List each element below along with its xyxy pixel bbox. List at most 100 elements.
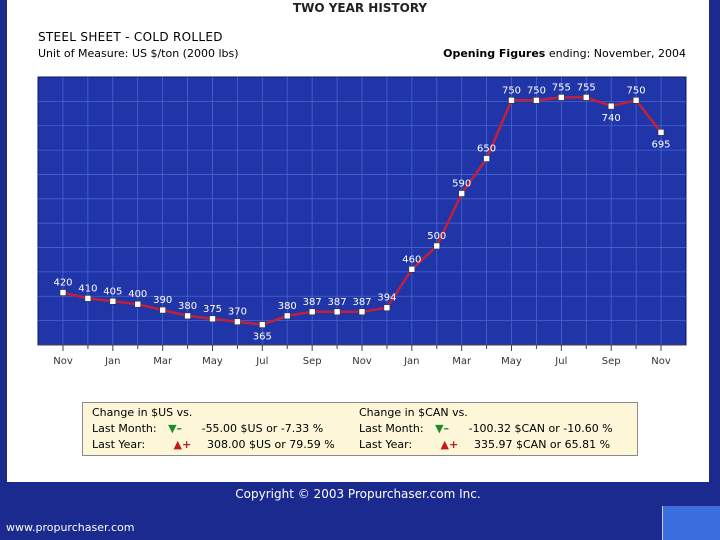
can-last-year-value: 335.97 $CAN or 65.81 % bbox=[474, 438, 611, 451]
left-border bbox=[0, 0, 7, 540]
data-label: 460 bbox=[402, 254, 421, 265]
x-tick-label: Nov bbox=[651, 356, 671, 367]
data-point bbox=[582, 94, 590, 101]
data-point bbox=[458, 190, 465, 197]
price-chart: Nov Jan Mar May Jul Sep Nov Jan Mar May Jul Sep Nov 4… bbox=[37, 76, 687, 367]
opening-date: November, 2004 bbox=[593, 47, 686, 60]
data-point bbox=[134, 300, 142, 308]
x-tick-label: Jul bbox=[255, 356, 268, 367]
corner-divider bbox=[662, 506, 663, 540]
data-label: 750 bbox=[527, 85, 546, 96]
x-tick-label: Jul bbox=[554, 356, 567, 367]
data-label: 387 bbox=[352, 297, 371, 308]
data-label: 755 bbox=[577, 82, 596, 93]
data-label: 750 bbox=[627, 85, 646, 96]
x-tick-label: Jan bbox=[403, 356, 419, 367]
x-tick-label: Mar bbox=[452, 356, 472, 367]
data-point bbox=[632, 97, 640, 104]
us-change-column: Change in $US vs. Last Month: ▼– -55.00 … bbox=[92, 405, 335, 453]
x-tick-label: Nov bbox=[352, 356, 372, 367]
data-point bbox=[558, 94, 565, 101]
data-point bbox=[657, 129, 665, 136]
data-label: 650 bbox=[477, 144, 496, 155]
data-point bbox=[234, 318, 241, 325]
data-label: 410 bbox=[78, 283, 97, 294]
can-last-month-value: -100.32 $CAN or -10.60 % bbox=[468, 422, 613, 435]
data-point bbox=[483, 155, 490, 162]
data-point bbox=[184, 312, 191, 320]
opening-figures: Opening Figures ending: November, 2004 bbox=[443, 47, 686, 60]
data-label: 380 bbox=[278, 301, 297, 312]
data-point bbox=[259, 321, 266, 328]
bottom-bar bbox=[0, 506, 720, 540]
can-last-year-label: Last Year: bbox=[359, 438, 413, 451]
can-last-year-row: Last Year: ▲+ 335.97 $CAN or 65.81 % bbox=[359, 437, 613, 453]
site-url[interactable]: www.propurchaser.com bbox=[6, 521, 135, 534]
data-label: 500 bbox=[427, 231, 446, 242]
change-summary: Change in $US vs. Last Month: ▼– -55.00 … bbox=[82, 402, 638, 456]
corner-block bbox=[663, 506, 720, 540]
data-point bbox=[607, 102, 615, 110]
data-label: 755 bbox=[552, 82, 571, 93]
opening-rest: ending: bbox=[545, 47, 594, 60]
data-label: 370 bbox=[228, 307, 247, 318]
product-name: STEEL SHEET - COLD ROLLED bbox=[38, 30, 223, 44]
unit-of-measure: Unit of Measure: US $/ton (2000 lbs) bbox=[38, 47, 239, 60]
data-point bbox=[408, 265, 416, 273]
data-point bbox=[209, 315, 216, 323]
down-arrow-icon: ▼– bbox=[435, 422, 450, 435]
can-last-month-label: Last Month: bbox=[359, 422, 424, 435]
data-label: 380 bbox=[178, 301, 197, 312]
data-label: 400 bbox=[128, 289, 147, 300]
up-arrow-icon: ▲+ bbox=[173, 438, 192, 451]
data-label: 695 bbox=[651, 139, 670, 150]
can-last-month-row: Last Month: ▼– -100.32 $CAN or -10.60 % bbox=[359, 421, 613, 437]
x-tick-label: May bbox=[501, 356, 522, 367]
data-label: 394 bbox=[377, 293, 396, 304]
x-tick-label: Sep bbox=[303, 356, 322, 367]
data-label: 590 bbox=[452, 179, 471, 190]
data-label: 387 bbox=[303, 297, 322, 308]
us-last-month-row: Last Month: ▼– -55.00 $US or -7.33 % bbox=[92, 421, 335, 437]
data-label: 740 bbox=[602, 113, 621, 124]
us-last-month-value: -55.00 $US or -7.33 % bbox=[201, 422, 324, 435]
us-heading: Change in $US vs. bbox=[92, 406, 193, 419]
us-last-month-label: Last Month: bbox=[92, 422, 157, 435]
data-point bbox=[333, 308, 341, 316]
us-last-year-row: Last Year: ▲+ 308.00 $US or 79.59 % bbox=[92, 437, 335, 453]
data-point bbox=[308, 308, 316, 316]
copyright-bar: Copyright © 2003 Propurchaser.com Inc. bbox=[7, 482, 709, 506]
x-tick-label: Nov bbox=[53, 356, 73, 367]
x-tick-label: Jan bbox=[104, 356, 120, 367]
data-point bbox=[358, 308, 366, 316]
data-point bbox=[84, 295, 92, 302]
data-point bbox=[433, 242, 441, 250]
data-label: 420 bbox=[53, 278, 72, 289]
x-tick-label: Mar bbox=[153, 356, 173, 367]
page-title: TWO YEAR HISTORY bbox=[292, 1, 428, 15]
data-point bbox=[159, 306, 166, 314]
can-heading: Change in $CAN vs. bbox=[359, 406, 468, 419]
right-border bbox=[709, 0, 720, 540]
down-arrow-icon: ▼– bbox=[168, 422, 183, 435]
data-point bbox=[383, 304, 391, 312]
data-point bbox=[533, 97, 540, 104]
data-label: 750 bbox=[502, 85, 521, 96]
data-label: 387 bbox=[328, 297, 347, 308]
opening-label: Opening Figures bbox=[443, 47, 546, 60]
data-label: 375 bbox=[203, 304, 222, 315]
can-change-column: Change in $CAN vs. Last Month: ▼– -100.3… bbox=[359, 405, 613, 453]
x-tick-label: May bbox=[202, 356, 223, 367]
data-point bbox=[59, 289, 67, 296]
data-point bbox=[109, 298, 117, 305]
up-arrow-icon: ▲+ bbox=[440, 438, 459, 451]
data-label: 365 bbox=[253, 332, 272, 343]
data-label: 405 bbox=[103, 286, 122, 297]
us-last-year-value: 308.00 $US or 79.59 % bbox=[207, 438, 335, 451]
x-tick-label: Sep bbox=[602, 356, 621, 367]
data-label: 390 bbox=[153, 295, 172, 306]
data-point bbox=[283, 312, 291, 320]
us-last-year-label: Last Year: bbox=[92, 438, 146, 451]
data-point bbox=[508, 97, 515, 104]
